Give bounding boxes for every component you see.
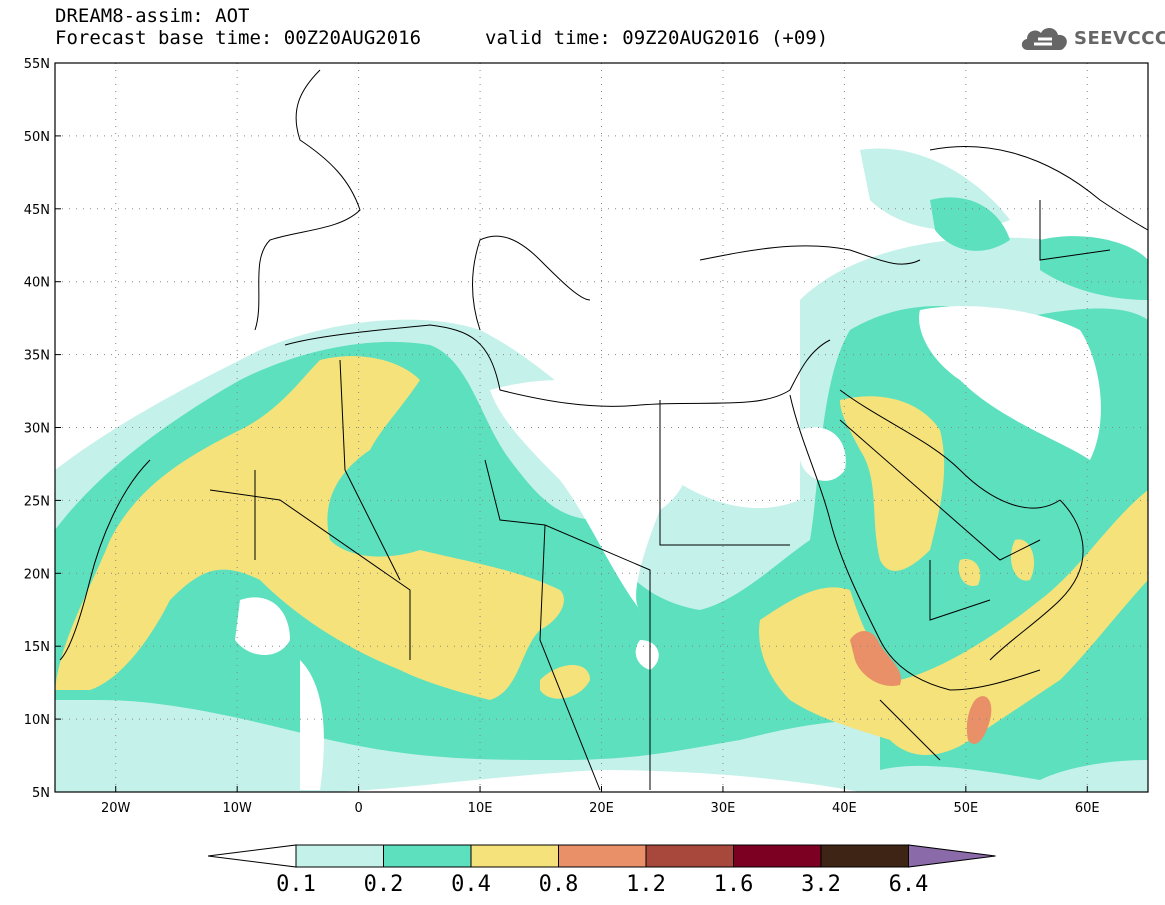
aot-clear-areas xyxy=(235,306,1101,790)
lon-label: 40E xyxy=(832,801,857,816)
country-borders xyxy=(209,200,1111,791)
colorbar-label: 1.2 xyxy=(626,872,666,897)
colorbar-label: 0.4 xyxy=(451,872,491,897)
colorbar-segment xyxy=(820,844,909,868)
coastlines xyxy=(59,69,1149,691)
aot-level-0.4 xyxy=(55,356,1148,755)
lat-label: 50N xyxy=(24,130,50,145)
cloud-icon xyxy=(1021,27,1067,50)
longitude-axis: 20W 10W 0 10E 20E 30E 40E 50E 60E xyxy=(101,786,1100,816)
logo-text: SEEVCCC xyxy=(1074,28,1165,49)
colorbar-segment xyxy=(645,844,734,868)
colorbar-label: 3.2 xyxy=(801,872,841,897)
colorbar-label: 0.2 xyxy=(364,872,404,897)
lat-label: 20N xyxy=(24,567,50,582)
colorbar: 0.1 0.2 0.4 0.8 1.2 1.6 3.2 6.4 xyxy=(207,844,996,897)
aot-level-0.8 xyxy=(850,630,992,744)
colorbar-segment xyxy=(470,844,559,868)
colorbar-label: 0.8 xyxy=(539,872,579,897)
lat-label: 5N xyxy=(32,786,50,801)
lat-label: 25N xyxy=(24,494,50,509)
colorbar-segment xyxy=(383,844,472,868)
lon-label: 10E xyxy=(468,801,493,816)
forecast-base-time: Forecast base time: 00Z20AUG2016 xyxy=(55,27,422,49)
lat-label: 15N xyxy=(24,640,50,655)
colorbar-segment xyxy=(558,844,647,868)
colorbar-over-arrow xyxy=(908,844,996,868)
lat-label: 55N xyxy=(24,57,50,72)
lat-label: 35N xyxy=(24,349,50,364)
lon-label: 20W xyxy=(101,801,131,816)
seevccc-logo: SEEVCCC xyxy=(1018,22,1165,58)
lon-label: 0 xyxy=(354,801,362,816)
lon-label: 60E xyxy=(1075,801,1100,816)
lon-label: 30E xyxy=(711,801,736,816)
lat-label: 45N xyxy=(24,203,50,218)
colorbar-segment xyxy=(295,844,384,868)
colorbar-label: 6.4 xyxy=(889,872,929,897)
map-title: DREAM8-assim: AOT xyxy=(55,5,250,27)
lon-label: 50E xyxy=(953,801,978,816)
lon-label: 10W xyxy=(222,801,252,816)
lat-label: 40N xyxy=(24,276,50,291)
lat-label: 30N xyxy=(24,422,50,437)
colorbar-segment xyxy=(733,844,822,868)
lat-label: 10N xyxy=(24,713,50,728)
colorbar-under-arrow xyxy=(207,844,297,868)
latitude-axis: 55N 50N 45N 40N 35N 30N 25N 20N 15N 10N 5N xyxy=(24,57,61,801)
lon-label: 20E xyxy=(589,801,614,816)
valid-time: valid time: 09Z20AUG2016 (+09) xyxy=(485,27,829,49)
colorbar-label: 1.6 xyxy=(714,872,754,897)
colorbar-label: 0.1 xyxy=(276,872,316,897)
